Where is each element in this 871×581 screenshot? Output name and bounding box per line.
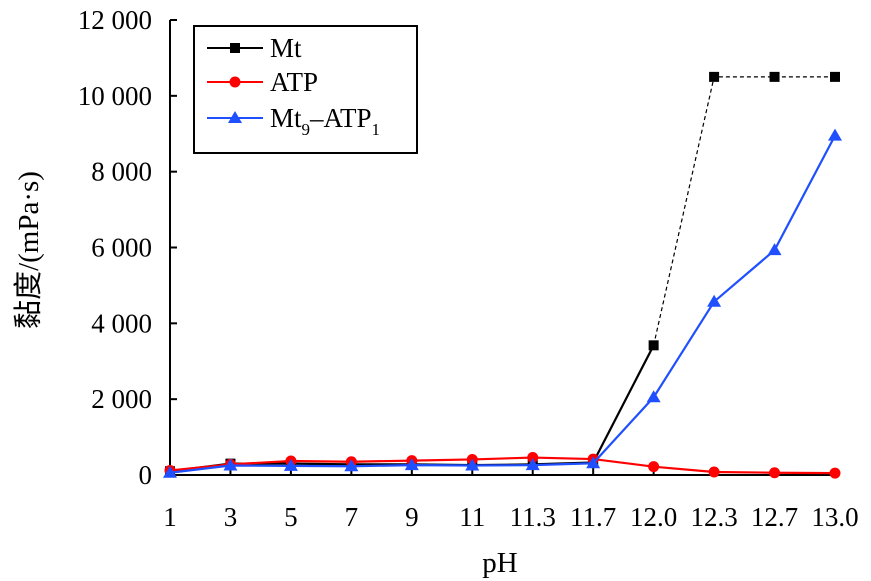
x-tick-label: 11 — [459, 502, 485, 532]
x-tick-label: 11.7 — [570, 502, 616, 532]
series-line-mt9-atp1 — [169, 135, 836, 474]
y-tick-label: 2 000 — [91, 384, 152, 414]
legend: Mt ATP Mt9–ATP1 — [193, 25, 418, 154]
y-axis-title: 黏度/(mPa·s) — [12, 171, 45, 329]
data-point-atp — [648, 461, 660, 473]
data-point-atp — [829, 467, 841, 479]
data-point-atp — [708, 466, 720, 478]
x-tick-label: 12.3 — [690, 502, 737, 532]
x-tick-label: 12.0 — [630, 502, 677, 532]
data-point-mt9-atp1 — [223, 458, 238, 471]
data-point-mt — [648, 340, 659, 351]
legend-marker-mt — [230, 43, 240, 53]
data-point-mt — [709, 71, 720, 82]
data-point-mt9-atp1 — [525, 458, 540, 471]
legend-item-mt: Mt — [207, 33, 302, 63]
data-point-mt9-atp1 — [283, 458, 298, 471]
x-tick-label: 9 — [405, 502, 419, 532]
y-ticks: 0 2 000 4 000 6 000 8 000 10 000 12 000 — [78, 5, 177, 490]
data-point-mt — [769, 71, 780, 82]
x-tick-label: 12.7 — [751, 502, 798, 532]
x-tick-label: 3 — [224, 502, 238, 532]
data-point-atp — [527, 452, 539, 464]
y-tick-label: 8 000 — [91, 157, 152, 187]
data-point-mt9-atp1 — [465, 458, 480, 471]
y-tick-label: 10 000 — [78, 81, 152, 111]
series-line-mt — [169, 344, 655, 473]
series-mt9-atp1 — [163, 128, 842, 478]
x-ticks: 1 3 5 7 9 11 11.3 11.7 12.0 12.3 12.7 13.0 — [163, 468, 859, 532]
x-axis-title: pH — [482, 547, 518, 579]
series-layer — [163, 71, 842, 479]
data-point-mt9-atp1 — [344, 459, 359, 472]
legend-item-atp: ATP — [207, 67, 318, 97]
x-tick-label: 1 — [163, 502, 177, 532]
data-point-mt9-atp1 — [586, 456, 601, 469]
legend-marker-mt9-atp1 — [228, 111, 242, 123]
x-tick-label: 11.3 — [510, 502, 556, 532]
data-point-mt9-atp1 — [163, 465, 177, 478]
series-line-atp — [169, 456, 836, 475]
series-dashed-line-mt — [653, 76, 835, 346]
x-tick-label: 7 — [345, 502, 359, 532]
data-point-mt — [830, 71, 840, 82]
data-point-mt9-atp1 — [707, 294, 722, 307]
y-tick-label: 4 000 — [91, 308, 152, 338]
data-point-mt9-atp1 — [404, 458, 419, 471]
legend-item-mt9-atp1: Mt9–ATP1 — [207, 103, 380, 139]
x-tick-label: 5 — [284, 502, 298, 532]
data-point-mt9-atp1 — [767, 243, 782, 256]
legend-marker-atp — [229, 76, 241, 88]
x-tick-label: 13.0 — [811, 502, 858, 532]
data-point-mt9-atp1 — [646, 390, 661, 403]
y-tick-label: 6 000 — [91, 233, 152, 263]
data-point-atp — [769, 467, 781, 479]
legend-label-atp: ATP — [270, 67, 318, 97]
y-tick-label: 0 — [139, 460, 153, 490]
y-tick-label: 12 000 — [78, 5, 152, 35]
legend-label-mt: Mt — [270, 33, 302, 63]
legend-label-mt9-atp1: Mt9–ATP1 — [270, 103, 380, 139]
data-point-mt9-atp1 — [828, 128, 842, 141]
